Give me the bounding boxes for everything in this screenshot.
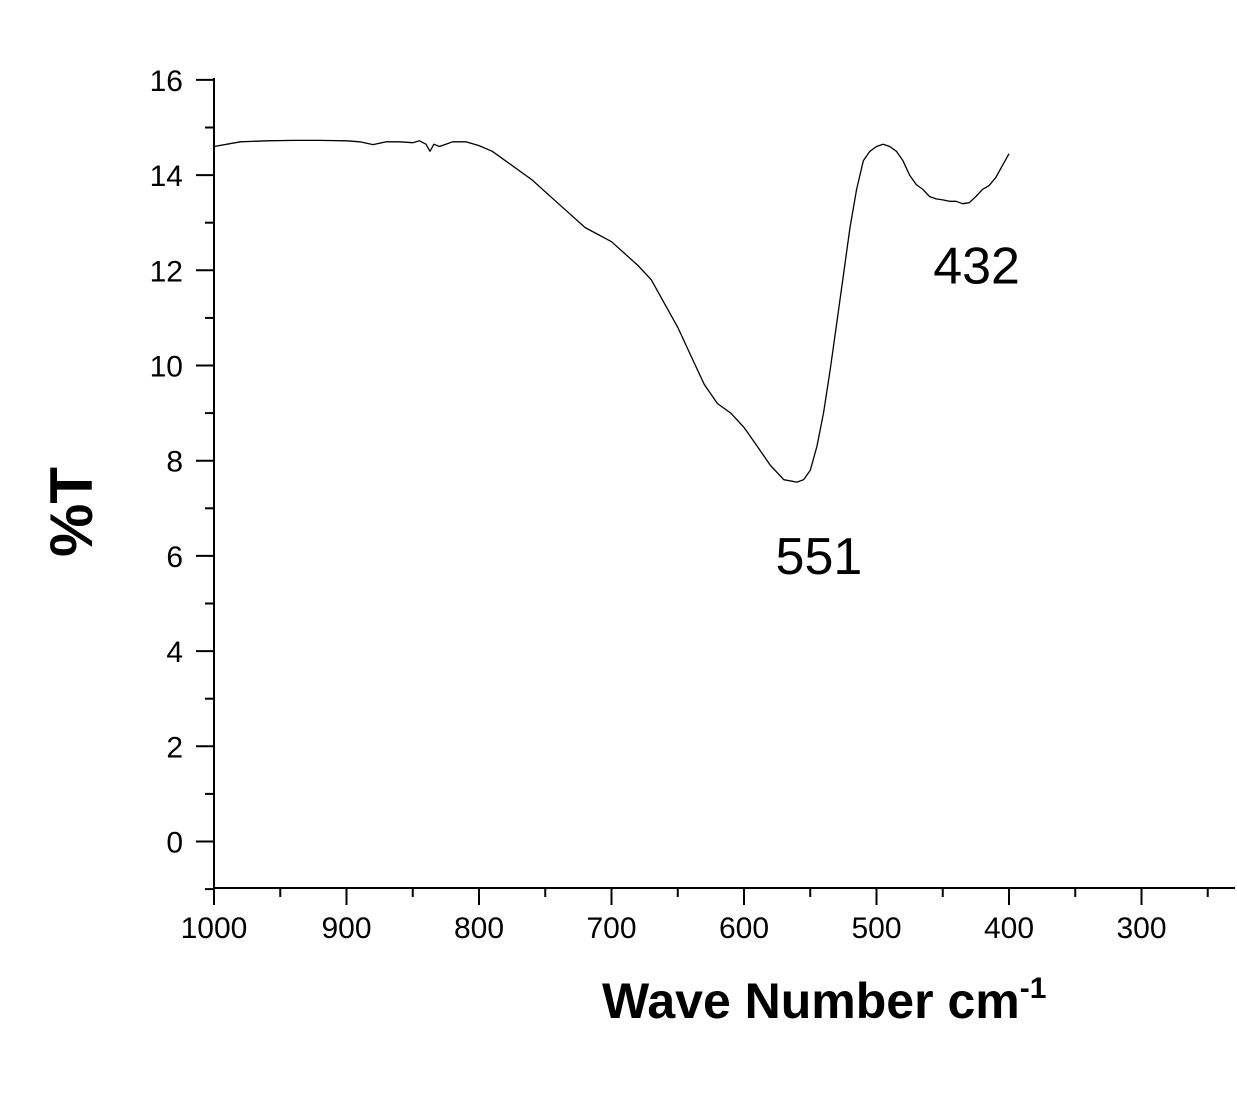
x-tick-label: 500 bbox=[851, 912, 901, 945]
y-tick-label: 0 bbox=[166, 827, 183, 860]
y-tick-label: 6 bbox=[166, 541, 183, 574]
peak-label: 432 bbox=[933, 238, 1020, 296]
x-tick-label: 600 bbox=[719, 912, 769, 945]
y-tick-label: 2 bbox=[166, 731, 183, 764]
y-tick-label: 4 bbox=[166, 636, 183, 669]
spectrum-line bbox=[213, 139, 1010, 483]
x-tick-label: 1000 bbox=[181, 912, 248, 945]
x-tick-label: 300 bbox=[1116, 912, 1166, 945]
y-tick-label: 14 bbox=[150, 160, 183, 193]
y-axis-title: %T bbox=[38, 467, 105, 557]
x-tick-label: 800 bbox=[454, 912, 504, 945]
axes bbox=[213, 78, 1235, 889]
x-axis-title-superscript: -1 bbox=[1020, 972, 1047, 1005]
y-tick-label: 12 bbox=[150, 255, 183, 288]
y-tick-label: 16 bbox=[150, 65, 183, 98]
y-tick-label: 8 bbox=[166, 446, 183, 479]
x-tick-label: 700 bbox=[586, 912, 636, 945]
x-axis-title: Wave Number cm-1 bbox=[602, 972, 1046, 1029]
x-tick-label: 900 bbox=[321, 912, 371, 945]
series-layer bbox=[213, 139, 1010, 483]
x-tick-label: 400 bbox=[984, 912, 1034, 945]
peak-label: 551 bbox=[776, 528, 863, 586]
x-ticks: 1000 900 800 700 600 500 400 300 bbox=[181, 888, 1209, 945]
annotations: 551 432 bbox=[776, 238, 1020, 586]
y-ticks: 0 2 4 6 8 10 12 14 16 bbox=[150, 65, 214, 891]
y-tick-label: 10 bbox=[150, 351, 183, 384]
x-axis-title-main: Wave Number cm bbox=[602, 973, 1020, 1029]
